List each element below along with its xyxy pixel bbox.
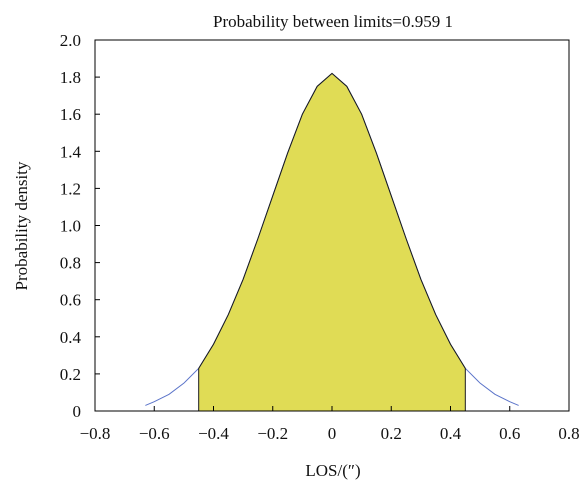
x-tick-label: 0.4 <box>440 424 462 443</box>
plot-area <box>94 39 570 412</box>
x-tick-label: 0.2 <box>381 424 402 443</box>
x-tick-label: 0.8 <box>558 424 579 443</box>
x-tick-label: 0.6 <box>499 424 520 443</box>
y-tick-label: 2.0 <box>60 31 81 50</box>
y-tick-label: 0 <box>73 402 82 421</box>
y-tick-label: 1.4 <box>60 142 82 161</box>
y-tick-label: 0.4 <box>60 328 82 347</box>
shaded-area <box>198 73 466 411</box>
chart-title: Probability between limits=0.959 1 <box>213 12 453 31</box>
x-axis-label: LOS/(″) <box>305 461 360 480</box>
x-tick-label: 0 <box>328 424 337 443</box>
y-tick-label: 0.6 <box>60 291 81 310</box>
x-tick-label: −0.8 <box>80 424 111 443</box>
y-tick-label: 1.0 <box>60 217 81 236</box>
y-tick-label: 1.8 <box>60 68 81 87</box>
x-tick-label: −0.6 <box>139 424 170 443</box>
axis-ticks: −0.8 −0.6 −0.4 −0.2 0 0.2 0.4 0.6 0.8 0 0.2 0.4 0.6 0… <box>60 31 580 443</box>
y-tick-label: 1.6 <box>60 105 81 124</box>
y-axis-label: Probability density <box>12 161 31 290</box>
y-tick-label: 0.8 <box>60 254 81 273</box>
y-tick-label: 1.2 <box>60 179 81 198</box>
shaded-curve-outline <box>198 72 466 369</box>
x-tick-label: −0.2 <box>257 424 288 443</box>
y-tick-label: 0.2 <box>60 365 81 384</box>
x-tick-label: −0.4 <box>198 424 229 443</box>
